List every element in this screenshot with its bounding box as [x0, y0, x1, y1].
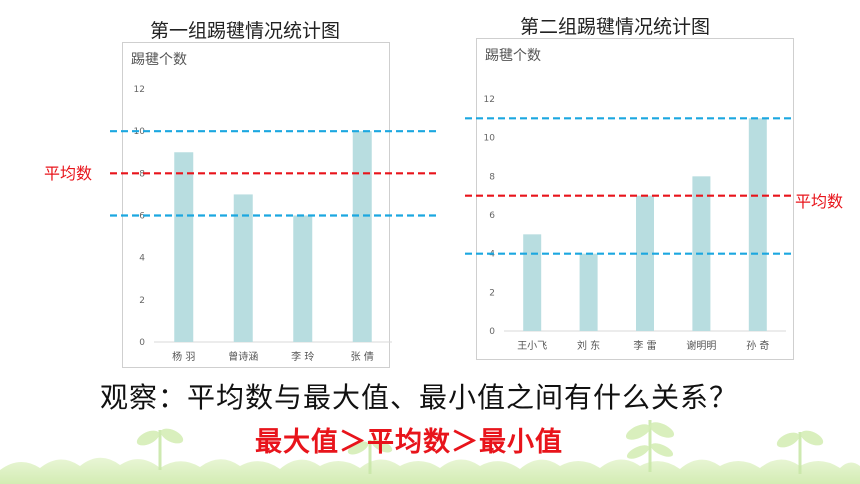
chart1-average-label: 平均数	[44, 164, 93, 183]
chart1-y-tick-label: 0	[139, 338, 145, 348]
chart2-bar	[636, 195, 654, 331]
chart2-y-tick-label: 6	[489, 211, 495, 221]
chart1-y-tick-label: 6	[139, 212, 145, 222]
chart1-y-tick-label: 8	[139, 169, 145, 179]
chart2-category-label: 孙 奇	[746, 339, 769, 352]
chart2-y-tick-label: 2	[489, 288, 495, 298]
question-text: 观察：平均数与最大值、最小值之间有什么关系？	[100, 381, 739, 414]
chart2-y-tick-label: 10	[484, 134, 496, 144]
chart2-ylabel: 踢毽个数	[485, 48, 541, 64]
chart1-frame: 踢毽个数	[122, 42, 390, 368]
chart2-category-label: 王小飞	[517, 340, 547, 352]
chart1-y-tick-label: 12	[134, 85, 145, 95]
chart2-y-tick-label: 0	[489, 327, 495, 337]
chart1-category-label: 曾诗涵	[228, 350, 258, 363]
chart1-bar	[293, 215, 313, 342]
chart2-bar	[523, 234, 542, 331]
chart1-category-label: 张 倩	[351, 350, 374, 363]
chart1-bar	[352, 131, 372, 342]
chart1-ylabel: 踢毽个数	[131, 52, 187, 68]
chart2-average-label: 平均数	[795, 192, 844, 211]
chart1-category-label: 李 玲	[291, 350, 314, 363]
chart1-category-label: 杨 羽	[172, 350, 195, 363]
chart1-bar	[174, 152, 194, 342]
chart2-category-label: 谢明明	[686, 339, 716, 352]
chart2-bar	[579, 253, 598, 331]
chart2-y-tick-label: 8	[489, 172, 495, 182]
chart1-bar	[233, 194, 253, 342]
chart2-category-label: 刘 东	[577, 339, 600, 352]
chart2-bar	[748, 118, 767, 331]
chart2-category-label: 李 雷	[633, 339, 656, 352]
chart2-y-tick-label: 12	[484, 95, 495, 105]
chart1-title: 第一组踢毽情况统计图	[150, 20, 341, 42]
chart1-y-tick-label: 2	[139, 296, 145, 306]
chart1-y-tick-label: 4	[139, 254, 145, 264]
chart1-y-tick-label: 10	[134, 127, 146, 137]
chart2-title: 第二组踢毽情况统计图	[520, 16, 711, 38]
answer-text: 最大值＞平均数＞最小值	[255, 427, 563, 458]
